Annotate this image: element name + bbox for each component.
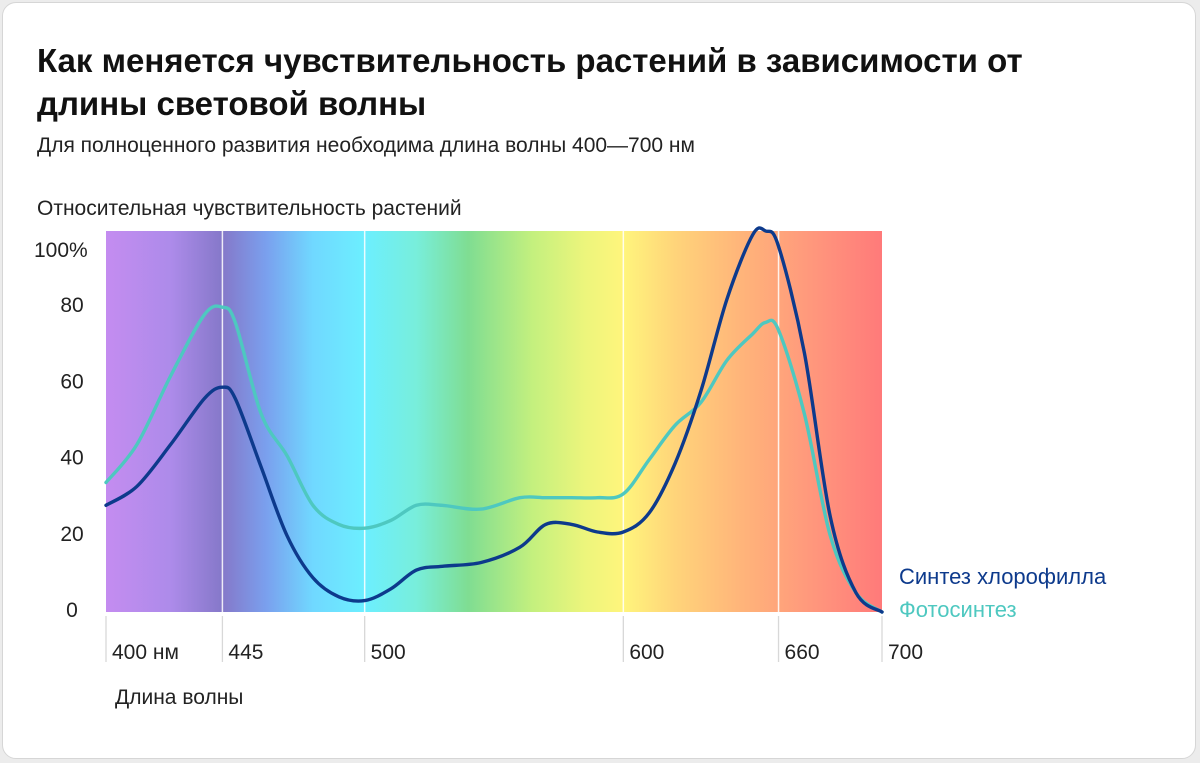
x-axis-ticks: 400 нм 445 500 600 660 700 xyxy=(105,616,923,664)
y-tick-label: 40 xyxy=(60,447,83,470)
x-tick-label: 700 xyxy=(888,641,923,664)
y-tick-label: 60 xyxy=(60,370,83,393)
guide-lines xyxy=(221,231,780,612)
y-tick-label: 0 xyxy=(66,599,78,622)
x-tick-label: 500 xyxy=(371,641,406,664)
y-tick-label: 20 xyxy=(60,523,83,546)
x-tick-label: 445 xyxy=(228,641,263,664)
x-tick-label: 660 xyxy=(785,641,820,664)
legend: Синтез хлорофилла Фотосинтез xyxy=(899,564,1107,622)
legend-entry: Фотосинтез xyxy=(899,597,1017,622)
series-line-1 xyxy=(104,304,884,614)
x-axis-label: Длина волны xyxy=(115,686,244,709)
legend-entry: Синтез хлорофилла xyxy=(899,564,1107,589)
series-lines xyxy=(104,226,884,614)
x-tick-label: 400 нм xyxy=(112,641,179,664)
y-axis-ticks: 0 20 40 60 80 100% xyxy=(34,239,88,622)
y-axis-label: Относительная чувствительность растений xyxy=(37,197,462,220)
chart-subtitle: Для полноценного развития необходима дли… xyxy=(37,134,695,157)
chart-title: Как меняется чувствительность растений в… xyxy=(37,42,1023,122)
x-tick-label: 600 xyxy=(629,641,664,664)
series-line-0 xyxy=(104,226,884,614)
y-tick-label: 80 xyxy=(60,294,83,317)
y-tick-label: 100% xyxy=(34,239,88,262)
spectrum-background xyxy=(106,231,882,612)
